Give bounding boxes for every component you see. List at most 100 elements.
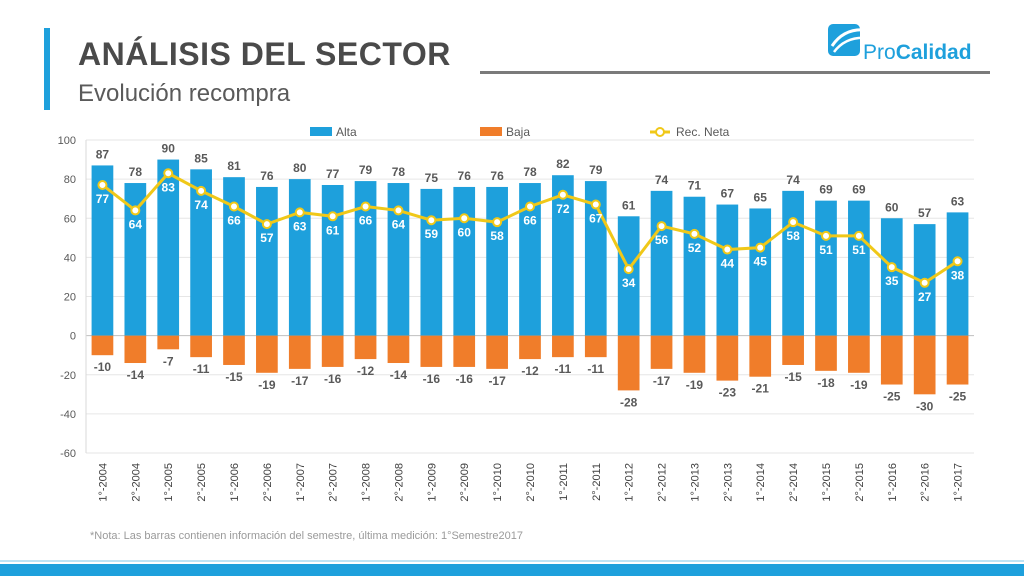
bar-alta <box>288 179 311 336</box>
bar-baja <box>519 335 541 360</box>
bar-alta <box>584 181 607 336</box>
data-label-baja: -19 <box>850 378 868 392</box>
bar-alta <box>782 190 804 336</box>
point-rec-neta <box>788 217 799 228</box>
bar-baja <box>683 335 706 373</box>
data-label-baja: -19 <box>686 378 704 392</box>
y-tick-label: 20 <box>64 292 76 304</box>
point-rec-neta <box>360 201 371 212</box>
bar-alta <box>124 183 147 336</box>
data-label-alta: 77 <box>326 167 340 181</box>
data-label-rec-neta: 67 <box>589 212 603 226</box>
footer-line <box>0 560 1024 562</box>
data-label-alta: 90 <box>162 142 176 156</box>
data-label-alta: 57 <box>918 206 932 220</box>
data-label-rec-neta: 45 <box>754 255 768 269</box>
y-tick-label: 0 <box>70 331 76 343</box>
bar-baja <box>716 335 739 381</box>
legend-rec-neta-label: Rec. Neta <box>676 125 730 139</box>
bar-alta <box>486 186 508 336</box>
data-label-alta: 65 <box>754 190 768 204</box>
bar-baja <box>782 335 804 365</box>
bar-alta <box>256 186 278 336</box>
y-tick-label: 60 <box>64 213 76 225</box>
data-label-alta: 76 <box>458 169 472 183</box>
x-tick-label: 1°-2010 <box>492 463 504 502</box>
data-label-baja: -17 <box>653 374 671 388</box>
point-rec-neta <box>294 207 305 218</box>
point-rec-neta <box>196 185 207 196</box>
data-label-baja: -21 <box>752 382 770 396</box>
data-label-baja: -25 <box>949 390 967 404</box>
point-rec-neta <box>689 228 700 239</box>
data-label-baja: -15 <box>784 370 802 384</box>
data-label-alta: 63 <box>951 194 965 208</box>
x-tick-label: 1°-2005 <box>163 463 175 502</box>
point-rec-neta <box>557 189 568 200</box>
bar-alta <box>552 175 574 336</box>
data-label-rec-neta: 34 <box>622 276 636 290</box>
bar-baja <box>321 335 344 367</box>
bar-alta <box>815 200 837 336</box>
legend-alta-swatch <box>310 127 332 136</box>
data-label-rec-neta: 63 <box>293 219 307 233</box>
data-label-rec-neta: 51 <box>852 243 866 257</box>
bar-baja <box>880 335 903 385</box>
bar-baja <box>354 335 377 360</box>
x-tick-label: 1°-2008 <box>361 463 373 502</box>
data-label-rec-neta: 60 <box>458 225 472 239</box>
data-label-baja: -17 <box>291 374 309 388</box>
legend-baja-swatch <box>480 127 502 136</box>
bar-baja <box>223 335 245 365</box>
x-tick-label: 1°-2006 <box>229 463 241 502</box>
bar-alta <box>848 200 870 336</box>
data-label-baja: -11 <box>193 362 210 376</box>
x-tick-label: 1°-2015 <box>821 463 833 502</box>
data-label-alta: 82 <box>556 157 570 171</box>
page-subtitle: Evolución recompra <box>78 80 291 107</box>
data-label-baja: -18 <box>817 376 835 390</box>
data-label-rec-neta: 83 <box>162 180 176 194</box>
point-rec-neta <box>459 213 470 224</box>
bar-baja <box>815 335 837 371</box>
x-tick-label: 2°-2005 <box>196 463 208 502</box>
point-rec-neta <box>525 201 535 212</box>
legend-alta-label: Alta <box>336 125 357 139</box>
x-tick-label: 1°-2017 <box>953 463 965 502</box>
bar-alta <box>716 204 739 336</box>
data-label-baja: -23 <box>719 386 737 400</box>
data-label-rec-neta: 72 <box>556 202 570 216</box>
data-label-alta: 76 <box>260 169 274 183</box>
point-rec-neta <box>886 262 897 273</box>
data-label-baja: -14 <box>127 368 145 382</box>
x-tick-label: 2°-2009 <box>459 463 471 502</box>
data-label-alta: 78 <box>392 165 406 179</box>
data-label-alta: 69 <box>819 183 833 197</box>
point-rec-neta <box>853 230 864 241</box>
x-tick-label: 2°-2008 <box>393 463 405 502</box>
point-rec-neta <box>426 215 437 226</box>
logo-wordmark-part1: Pro <box>863 41 896 64</box>
point-rec-neta <box>393 205 404 216</box>
y-tick-label: 100 <box>58 135 76 147</box>
x-tick-label: 1°-2012 <box>624 463 636 502</box>
bar-baja <box>848 335 870 373</box>
bar-baja <box>190 335 212 358</box>
point-rec-neta <box>97 179 108 190</box>
bar-alta <box>157 159 180 336</box>
bar-alta <box>91 165 114 336</box>
bar-alta <box>420 188 443 336</box>
y-tick-label: 80 <box>64 174 76 186</box>
data-label-alta: 61 <box>622 198 636 212</box>
x-tick-label: 1°-2014 <box>755 463 767 502</box>
data-label-rec-neta: 61 <box>326 223 340 237</box>
data-label-alta: 85 <box>194 151 208 165</box>
y-tick-label: -40 <box>60 409 76 421</box>
bar-alta <box>749 208 772 336</box>
point-rec-neta <box>952 256 963 267</box>
logo-wordmark-part2: Calidad <box>895 41 972 64</box>
x-tick-label: 2°-2004 <box>130 463 142 502</box>
data-label-rec-neta: 52 <box>688 241 702 255</box>
x-tick-label: 2°-2013 <box>722 463 734 502</box>
